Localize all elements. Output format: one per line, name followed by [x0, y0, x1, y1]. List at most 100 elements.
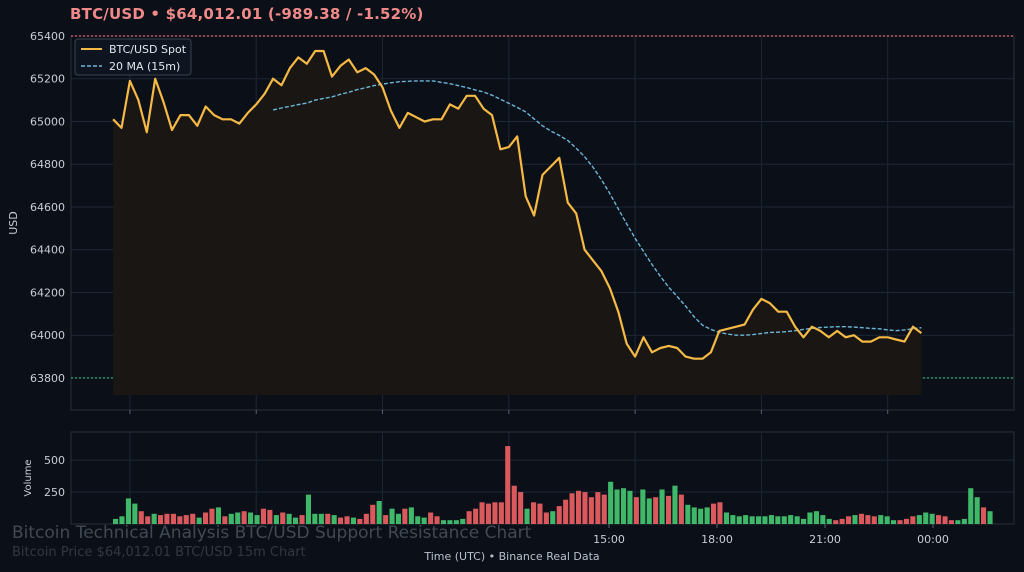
- volume-bar: [878, 515, 884, 524]
- volume-bar: [511, 485, 517, 524]
- y-tick-label: 65000: [30, 115, 65, 128]
- y-tick-label: 64600: [30, 201, 65, 214]
- volume-bar: [312, 513, 318, 524]
- volume-bar: [595, 492, 601, 524]
- volume-bar: [736, 516, 742, 524]
- volume-bar: [640, 489, 646, 524]
- volume-bar: [389, 508, 395, 524]
- volume-bar: [923, 512, 929, 524]
- price-area-fill: [113, 51, 922, 396]
- volume-y-tick-label: 500: [44, 454, 65, 467]
- volume-bar: [505, 446, 511, 524]
- volume-bar: [125, 498, 131, 524]
- volume-bar: [119, 516, 125, 524]
- volume-bar: [177, 516, 183, 524]
- legend-label-ma: 20 MA (15m): [109, 60, 180, 73]
- volume-bar: [653, 497, 659, 524]
- y-tick-label: 63800: [30, 372, 65, 385]
- volume-bar: [659, 489, 665, 524]
- volume-bar: [833, 520, 839, 524]
- y-tick-label: 64800: [30, 158, 65, 171]
- volume-bar: [698, 508, 704, 524]
- volume-bar: [711, 503, 717, 524]
- volume-bar: [402, 508, 408, 524]
- volume-y-axis-label: Volume: [23, 459, 34, 496]
- volume-bar: [826, 518, 832, 524]
- volume-bar: [408, 507, 414, 524]
- volume-bar: [563, 499, 569, 524]
- legend-label-spot: BTC/USD Spot: [109, 43, 187, 56]
- volume-bar: [865, 515, 871, 524]
- volume-bar: [788, 515, 794, 524]
- volume-bar: [421, 517, 427, 524]
- price-line-series: [112, 49, 923, 360]
- volume-bar: [383, 515, 389, 524]
- volume-bar: [113, 518, 119, 524]
- volume-bar: [768, 515, 774, 524]
- volume-bar: [576, 490, 582, 524]
- volume-bar: [415, 516, 421, 524]
- volume-bar: [299, 515, 305, 524]
- watermark-subtitle: Bitcoin Price $64,012.01 BTC/USD 15m Cha…: [12, 545, 306, 560]
- volume-bar: [460, 518, 466, 524]
- volume-bar: [209, 508, 215, 524]
- volume-bar: [158, 515, 164, 524]
- volume-bar: [241, 511, 247, 524]
- volume-bar: [267, 509, 273, 524]
- volume-bar: [305, 494, 311, 524]
- volume-bar: [961, 518, 967, 524]
- volume-bar: [794, 516, 800, 524]
- volume-bar: [331, 515, 337, 524]
- legend: BTC/USD Spot 20 MA (15m): [74, 38, 192, 76]
- volume-bar: [293, 517, 299, 524]
- volume-bar: [248, 512, 254, 524]
- y-tick-label: 65200: [30, 73, 65, 86]
- volume-bar: [543, 512, 549, 524]
- volume-bar: [466, 511, 472, 524]
- volume-bar: [357, 518, 363, 524]
- volume-bar: [936, 515, 942, 524]
- volume-bar: [942, 516, 948, 524]
- volume-bar: [968, 488, 974, 524]
- volume-bar: [678, 494, 684, 524]
- volume-bar: [646, 498, 652, 524]
- volume-bar: [910, 516, 916, 524]
- volume-bar: [801, 518, 807, 524]
- volume-bar: [492, 502, 498, 524]
- volume-bar: [395, 513, 401, 524]
- volume-bar: [215, 507, 221, 524]
- volume-bar: [447, 520, 453, 524]
- volume-bar: [196, 517, 202, 524]
- volume-bar: [839, 518, 845, 524]
- volume-bar: [376, 501, 382, 524]
- volume-bar: [672, 485, 678, 524]
- volume-bar: [846, 516, 852, 524]
- volume-y-tick-label: 250: [44, 486, 65, 499]
- volume-bar: [974, 497, 980, 524]
- volume-bar: [762, 516, 768, 524]
- volume-bar: [479, 502, 485, 524]
- volume-bar: [743, 515, 749, 524]
- x-tick-label: 15:00: [593, 533, 625, 546]
- volume-bar: [884, 516, 890, 524]
- volume-bar: [485, 503, 491, 524]
- volume-bar: [260, 508, 266, 524]
- volume-bar: [987, 511, 993, 524]
- volume-bar: [730, 515, 736, 524]
- volume-bar: [537, 503, 543, 524]
- volume-bar: [190, 513, 196, 524]
- volume-bar: [704, 507, 710, 524]
- volume-bar: [350, 517, 356, 524]
- volume-bar: [608, 481, 614, 524]
- volume-bar: [871, 516, 877, 524]
- volume-bar: [325, 513, 331, 524]
- volume-bar: [627, 490, 633, 524]
- volume-bar: [614, 489, 620, 524]
- volume-bar: [897, 520, 903, 524]
- x-tick-label: 21:00: [809, 533, 841, 546]
- volume-bar: [145, 516, 151, 524]
- volume-bar: [903, 518, 909, 524]
- volume-bar: [556, 506, 562, 524]
- volume-bar: [518, 492, 524, 524]
- volume-bar: [222, 516, 228, 524]
